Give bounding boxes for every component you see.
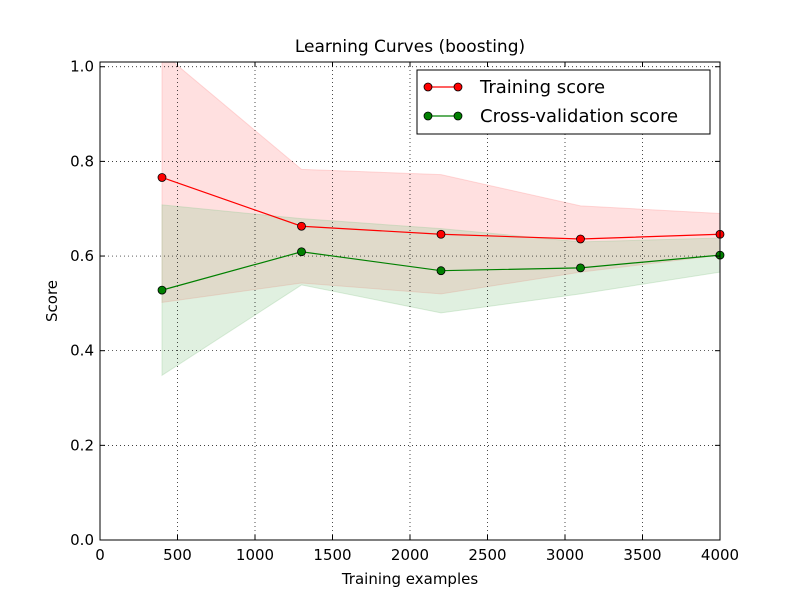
x-tick-label: 500 [163,546,192,564]
x-axis-label: Training examples [341,570,479,588]
y-axis-label: Score [43,280,61,322]
data-point-cv [436,266,446,276]
data-point-training [436,229,446,239]
y-tick-label: 0.4 [70,342,94,360]
data-point-cv [576,263,585,273]
x-tick-label: 2500 [468,546,506,564]
x-tick-label: 1500 [313,546,351,564]
legend-label-cv: Cross-validation score [480,106,678,127]
data-point-training [157,173,167,182]
legend-marker-training [453,82,463,92]
legend-label-training: Training score [479,77,605,98]
series-points [157,173,725,295]
data-point-cv [297,247,306,257]
data-point-training [576,234,585,244]
data-point-training [297,221,306,231]
y-tick-label: 1.0 [70,58,94,76]
x-tick-label: 4000 [701,546,739,564]
x-tick-label: 2000 [391,546,429,564]
legend-box [416,69,711,135]
legend-marker-cv [453,111,463,121]
x-tick-label: 3500 [623,546,661,564]
data-point-cv [157,285,167,295]
y-tick-label: 0.8 [70,152,94,170]
y-tick-label: 0.2 [70,436,94,454]
x-tick-label: 0 [95,546,105,564]
chart-title: Learning Curves (boosting) [295,37,525,57]
y-tick-label: 0.6 [70,247,94,265]
legend: Training score Cross-validation score [416,69,711,135]
x-tick-label: 1000 [236,546,274,564]
x-tick-label: 3000 [546,546,584,564]
legend-marker-training [423,82,433,92]
y-tick-label: 0.0 [70,531,94,549]
axis-ticks: 0 500 1000 1500 2000 2500 3000 3500 4000 0.0 0.2 0.… [70,58,739,564]
legend-marker-cv [423,111,433,121]
